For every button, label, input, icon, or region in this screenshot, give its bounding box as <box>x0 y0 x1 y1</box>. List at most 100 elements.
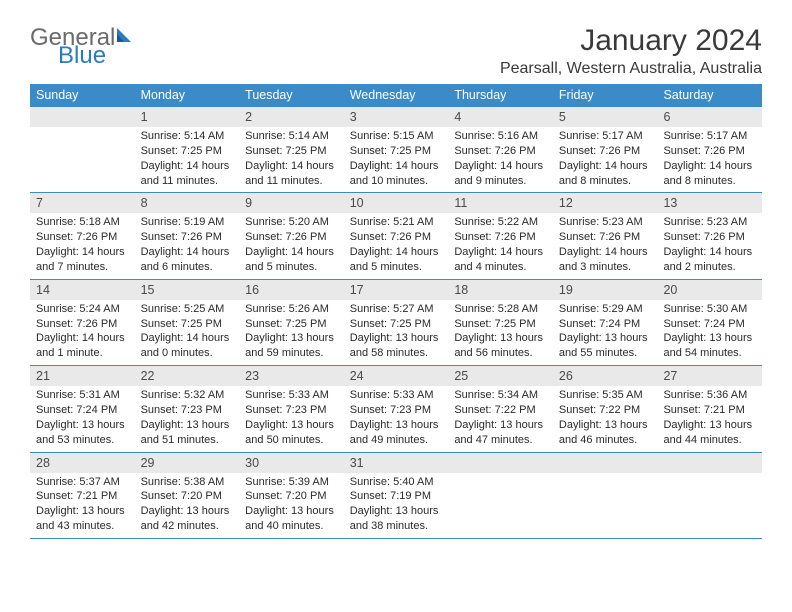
daylight-text: Daylight: 13 hours and 55 minutes. <box>559 331 652 361</box>
day-cell: 8Sunrise: 5:19 AMSunset: 7:26 PMDaylight… <box>135 193 240 278</box>
day-number: 28 <box>30 453 135 473</box>
brand-logo: General Blue <box>30 26 135 74</box>
sunrise-text: Sunrise: 5:24 AM <box>36 302 129 317</box>
day-number <box>657 453 762 473</box>
day-details: Sunrise: 5:25 AMSunset: 7:25 PMDaylight:… <box>135 300 240 365</box>
daylight-text: Daylight: 13 hours and 59 minutes. <box>245 331 338 361</box>
sunrise-text: Sunrise: 5:37 AM <box>36 475 129 490</box>
day-number: 21 <box>30 366 135 386</box>
day-number: 3 <box>344 107 449 127</box>
dow-friday: Friday <box>553 84 658 107</box>
sunrise-text: Sunrise: 5:14 AM <box>245 129 338 144</box>
day-cell <box>657 453 762 538</box>
sunrise-text: Sunrise: 5:40 AM <box>350 475 443 490</box>
daylight-text: Daylight: 13 hours and 40 minutes. <box>245 504 338 534</box>
sunset-text: Sunset: 7:20 PM <box>245 489 338 504</box>
sunset-text: Sunset: 7:25 PM <box>141 144 234 159</box>
day-number: 8 <box>135 193 240 213</box>
day-cell: 31 Sunrise: 5:40 AMSunset: 7:19 PMDayligh… <box>344 453 449 538</box>
dow-wednesday: Wednesday <box>344 84 449 107</box>
day-cell: 22Sunrise: 5:32 AMSunset: 7:23 PMDayligh… <box>135 366 240 451</box>
daylight-text: Daylight: 14 hours and 5 minutes. <box>350 245 443 275</box>
day-details: Sunrise: 5:14 AMSunset: 7:25 PMDaylight:… <box>135 127 240 192</box>
day-details: Sunrise: 5:17 AMSunset: 7:26 PMDaylight:… <box>657 127 762 192</box>
daylight-text: Daylight: 14 hours and 5 minutes. <box>245 245 338 275</box>
daylight-text: Daylight: 14 hours and 3 minutes. <box>559 245 652 275</box>
week-row: 14Sunrise: 5:24 AMSunset: 7:26 PMDayligh… <box>30 280 762 366</box>
daylight-text: Daylight: 13 hours and 46 minutes. <box>559 418 652 448</box>
sunset-text: Sunset: 7:26 PM <box>454 144 547 159</box>
day-details: Sunrise: 5:23 AMSunset: 7:26 PMDaylight:… <box>657 213 762 278</box>
daylight-text: Daylight: 14 hours and 4 minutes. <box>454 245 547 275</box>
title-block: January 2024 Pearsall, Western Australia… <box>500 24 762 78</box>
sunrise-text: Sunrise: 5:33 AM <box>350 388 443 403</box>
day-cell: 2Sunrise: 5:14 AMSunset: 7:25 PMDaylight… <box>239 107 344 192</box>
day-cell: 17Sunrise: 5:27 AMSunset: 7:25 PMDayligh… <box>344 280 449 365</box>
day-number: 1 <box>135 107 240 127</box>
daylight-text: Daylight: 13 hours and 44 minutes. <box>663 418 756 448</box>
day-details: Sunrise: 5:33 AMSunset: 7:23 PMDaylight:… <box>239 386 344 451</box>
day-details: Sunrise: 5:22 AMSunset: 7:26 PMDaylight:… <box>448 213 553 278</box>
day-cell: 20Sunrise: 5:30 AMSunset: 7:24 PMDayligh… <box>657 280 762 365</box>
day-of-week-header: Sunday Monday Tuesday Wednesday Thursday… <box>30 84 762 107</box>
day-details: Sunrise: 5:14 AMSunset: 7:25 PMDaylight:… <box>239 127 344 192</box>
day-number: 26 <box>553 366 658 386</box>
day-cell: 26Sunrise: 5:35 AMSunset: 7:22 PMDayligh… <box>553 366 658 451</box>
sunrise-text: Sunrise: 5:18 AM <box>36 215 129 230</box>
day-cell <box>448 453 553 538</box>
sunrise-text: Sunrise: 5:21 AM <box>350 215 443 230</box>
day-cell: 10Sunrise: 5:21 AMSunset: 7:26 PMDayligh… <box>344 193 449 278</box>
sunrise-text: Sunrise: 5:26 AM <box>245 302 338 317</box>
calendar-grid: Sunday Monday Tuesday Wednesday Thursday… <box>30 84 762 539</box>
day-cell: 27Sunrise: 5:36 AMSunset: 7:21 PMDayligh… <box>657 366 762 451</box>
day-number: 5 <box>553 107 658 127</box>
day-number: 2 <box>239 107 344 127</box>
sunrise-text: Sunrise: 5:38 AM <box>141 475 234 490</box>
daylight-text: Daylight: 13 hours and 38 minutes. <box>350 504 443 534</box>
day-cell: 15Sunrise: 5:25 AMSunset: 7:25 PMDayligh… <box>135 280 240 365</box>
day-number: 4 <box>448 107 553 127</box>
sunrise-text: Sunrise: 5:25 AM <box>141 302 234 317</box>
sunset-text: Sunset: 7:25 PM <box>245 317 338 332</box>
sunrise-text: Sunrise: 5:29 AM <box>559 302 652 317</box>
sunset-text: Sunset: 7:19 PM <box>350 489 443 504</box>
sunset-text: Sunset: 7:24 PM <box>559 317 652 332</box>
logo-text-block: General Blue <box>30 26 135 74</box>
day-number: 19 <box>553 280 658 300</box>
day-details: Sunrise: 5:27 AMSunset: 7:25 PMDaylight:… <box>344 300 449 365</box>
daylight-text: Daylight: 14 hours and 11 minutes. <box>245 159 338 189</box>
page-header: General Blue January 2024 Pearsall, West… <box>30 24 762 78</box>
day-cell: 6Sunrise: 5:17 AMSunset: 7:26 PMDaylight… <box>657 107 762 192</box>
sunrise-text: Sunrise: 5:20 AM <box>245 215 338 230</box>
daylight-text: Daylight: 13 hours and 56 minutes. <box>454 331 547 361</box>
week-row: 7Sunrise: 5:18 AMSunset: 7:26 PMDaylight… <box>30 193 762 279</box>
day-details: Sunrise: 5:32 AMSunset: 7:23 PMDaylight:… <box>135 386 240 451</box>
sunset-text: Sunset: 7:20 PM <box>141 489 234 504</box>
day-cell: 14Sunrise: 5:24 AMSunset: 7:26 PMDayligh… <box>30 280 135 365</box>
daylight-text: Daylight: 14 hours and 1 minute. <box>36 331 129 361</box>
sunrise-text: Sunrise: 5:22 AM <box>454 215 547 230</box>
day-details: Sunrise: 5:37 AMSunset: 7:21 PMDaylight:… <box>30 473 135 538</box>
daylight-text: Daylight: 14 hours and 2 minutes. <box>663 245 756 275</box>
day-cell: 29Sunrise: 5:38 AMSunset: 7:20 PMDayligh… <box>135 453 240 538</box>
day-cell <box>553 453 658 538</box>
day-details: Sunrise: 5:30 AMSunset: 7:24 PMDaylight:… <box>657 300 762 365</box>
day-number: 27 <box>657 366 762 386</box>
daylight-text: Daylight: 13 hours and 58 minutes. <box>350 331 443 361</box>
day-number: 15 <box>135 280 240 300</box>
sunset-text: Sunset: 7:23 PM <box>350 403 443 418</box>
day-details: Sunrise: 5:24 AMSunset: 7:26 PMDaylight:… <box>30 300 135 365</box>
sunset-text: Sunset: 7:25 PM <box>350 144 443 159</box>
day-number: 29 <box>135 453 240 473</box>
sunset-text: Sunset: 7:21 PM <box>663 403 756 418</box>
sunset-text: Sunset: 7:26 PM <box>36 230 129 245</box>
sunrise-text: Sunrise: 5:34 AM <box>454 388 547 403</box>
sunrise-text: Sunrise: 5:23 AM <box>559 215 652 230</box>
day-details: Sunrise: 5:26 AMSunset: 7:25 PMDaylight:… <box>239 300 344 365</box>
daylight-text: Daylight: 14 hours and 10 minutes. <box>350 159 443 189</box>
day-number: 14 <box>30 280 135 300</box>
day-number: 31 <box>344 453 449 473</box>
day-details: Sunrise: 5:35 AMSunset: 7:22 PMDaylight:… <box>553 386 658 451</box>
sunset-text: Sunset: 7:26 PM <box>36 317 129 332</box>
day-details: Sunrise: 5:15 AMSunset: 7:25 PMDaylight:… <box>344 127 449 192</box>
